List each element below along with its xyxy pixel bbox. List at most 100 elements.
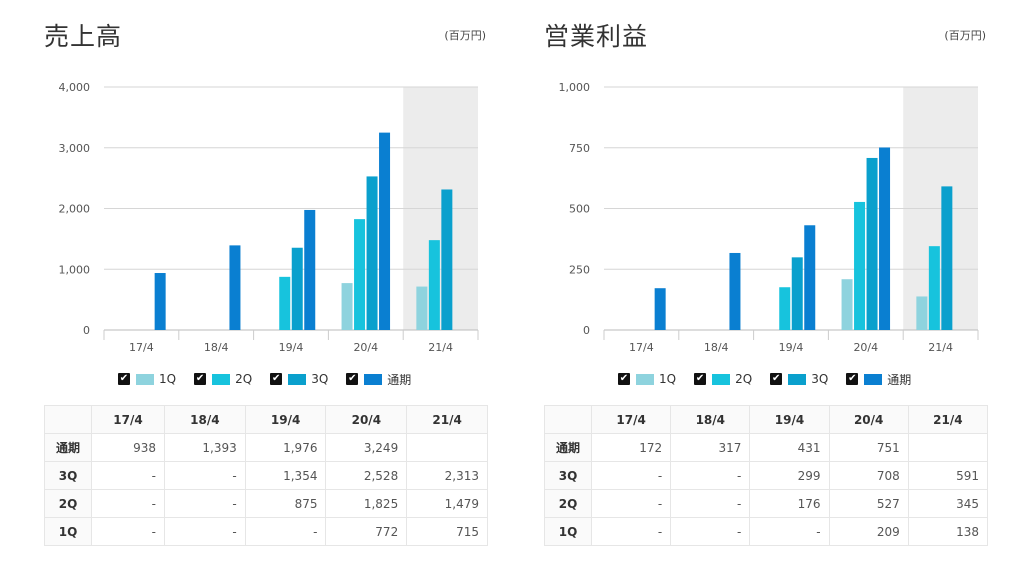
bar-2Q-21/4: [928, 246, 940, 330]
checkbox-icon[interactable]: ✔: [118, 373, 130, 385]
table-cell: -: [164, 489, 246, 518]
sales-panel: 売上高 (百万円) 0 1,000 2,000 3,000 4,000 17/4 18/4 1…: [30, 0, 500, 571]
table-cell: 317: [670, 433, 751, 462]
legend-item-full-year[interactable]: ✔ 通期: [346, 371, 411, 388]
table-cell: 3,249: [325, 433, 408, 462]
bar-1Q-21/4: [916, 296, 928, 330]
bar-2Q-19/4: [779, 287, 791, 330]
bar-通期-17/4: [654, 288, 666, 330]
table-cell: -: [91, 517, 165, 546]
y-tick-label: 2,000: [59, 203, 91, 216]
row-label: 通期: [44, 433, 92, 462]
bar-3Q-21/4: [941, 186, 953, 330]
table-cell: 209: [828, 517, 909, 546]
operating-profit-panel: 営業利益 (百万円) 0 250 500 750 1,000 17/4 18/4 19/4 20…: [530, 0, 1000, 571]
sales-title: 売上高: [44, 22, 123, 51]
checkbox-icon[interactable]: ✔: [846, 373, 859, 385]
y-tick-label: 250: [569, 263, 590, 276]
sales-bar-chart: 0 1,000 2,000 3,000 4,000 17/4 18/4 19/4 20/4 21/…: [59, 81, 479, 354]
bar-3Q-20/4: [866, 157, 878, 330]
table-cell: 299: [749, 461, 830, 490]
table-header: 20/4: [828, 405, 909, 434]
table-cell: 751: [828, 433, 909, 462]
table-cell: -: [590, 461, 672, 490]
row-label: 3Q: [544, 461, 592, 490]
table-cell: -: [91, 461, 165, 490]
bar-2Q-21/4: [428, 240, 440, 330]
bar-通期-20/4: [379, 132, 391, 330]
legend-label-full-year: 通期: [887, 372, 912, 387]
table-header-row: 17/4 18/4 19/4 20/4 21/4: [544, 405, 989, 434]
legend-item-3q[interactable]: ✔ 3Q: [770, 372, 828, 386]
legend-item-1q[interactable]: ✔ 1Q: [618, 372, 676, 386]
legend-swatch-2q: [212, 373, 231, 385]
table-row: 3Q - - 299 708 591: [544, 461, 989, 490]
table-row: 1Q - - - 772 715: [44, 517, 488, 546]
table-cell: -: [91, 489, 165, 518]
sales-legend: ✔ 1Q ✔ 2Q ✔ 3Q ✔ 通期: [118, 370, 429, 388]
legend-swatch-full-year: [864, 373, 883, 385]
table-corner: [44, 405, 92, 434]
legend-item-full-year[interactable]: ✔ 通期: [846, 371, 911, 388]
table-cell: -: [590, 517, 672, 546]
checkbox-icon[interactable]: ✔: [694, 373, 707, 385]
table-cell: -: [670, 461, 751, 490]
table-cell: 138: [907, 517, 989, 546]
table-cell: -: [670, 489, 751, 518]
table-header: 18/4: [670, 405, 751, 434]
y-tick-label: 3,000: [59, 142, 91, 155]
y-tick-label: 0: [583, 324, 590, 337]
checkbox-icon[interactable]: ✔: [346, 373, 359, 385]
bar-3Q-20/4: [366, 176, 378, 330]
table-header: 19/4: [244, 405, 327, 434]
table-cell: 715: [406, 517, 488, 546]
bar-1Q-20/4: [841, 279, 853, 330]
table-cell: -: [164, 517, 246, 546]
table-header: 17/4: [590, 405, 672, 434]
y-tick-label: 0: [83, 324, 90, 337]
table-cell: 591: [907, 461, 989, 490]
bar-通期-17/4: [154, 273, 166, 330]
bar-通期-19/4: [304, 209, 316, 330]
table-row: 2Q - - 176 527 345: [544, 489, 989, 518]
y-tick-label: 1,000: [559, 81, 591, 94]
legend-swatch-2q: [712, 373, 731, 385]
row-label: 2Q: [544, 489, 592, 518]
checkbox-icon[interactable]: ✔: [618, 373, 630, 385]
table-cell: 431: [749, 433, 830, 462]
checkbox-icon[interactable]: ✔: [270, 373, 283, 385]
table-header: 19/4: [749, 405, 830, 434]
sales-data-table: 17/4 18/4 19/4 20/4 21/4 通期 938 1,393 1,…: [44, 405, 488, 546]
table-header: 21/4: [406, 405, 488, 434]
table-header: 20/4: [325, 405, 408, 434]
checkbox-icon[interactable]: ✔: [770, 373, 783, 385]
table-row: 通期 938 1,393 1,976 3,249: [44, 433, 488, 462]
legend-swatch-full-year: [364, 373, 383, 385]
legend-item-2q[interactable]: ✔ 2Q: [194, 372, 252, 386]
bar-1Q-20/4: [341, 283, 353, 330]
legend-item-2q[interactable]: ✔ 2Q: [694, 372, 752, 386]
x-tick-label: 21/4: [428, 341, 453, 354]
y-tick-label: 500: [569, 203, 590, 216]
table-cell: 2,313: [406, 461, 488, 490]
table-cell: 1,976: [244, 433, 327, 462]
checkbox-icon[interactable]: ✔: [194, 373, 207, 385]
bar-3Q-21/4: [441, 189, 453, 330]
legend-label-1q: 1Q: [659, 372, 677, 386]
table-cell: 1,393: [164, 433, 246, 462]
table-corner: [544, 405, 592, 434]
table-cell: [907, 433, 989, 462]
legend-item-1q[interactable]: ✔ 1Q: [118, 372, 176, 386]
x-tick-label: 18/4: [704, 341, 729, 354]
legend-item-3q[interactable]: ✔ 3Q: [270, 372, 328, 386]
table-header: 21/4: [907, 405, 989, 434]
x-tick-label: 17/4: [129, 341, 154, 354]
operating-profit-unit: (百万円): [944, 29, 986, 42]
table-cell: [406, 433, 488, 462]
table-cell: 527: [828, 489, 909, 518]
row-label: 1Q: [44, 517, 92, 546]
table-cell: 1,479: [406, 489, 488, 518]
x-tick-label: 19/4: [279, 341, 304, 354]
legend-label-2q: 2Q: [235, 372, 253, 386]
table-row: 2Q - - 875 1,825 1,479: [44, 489, 488, 518]
